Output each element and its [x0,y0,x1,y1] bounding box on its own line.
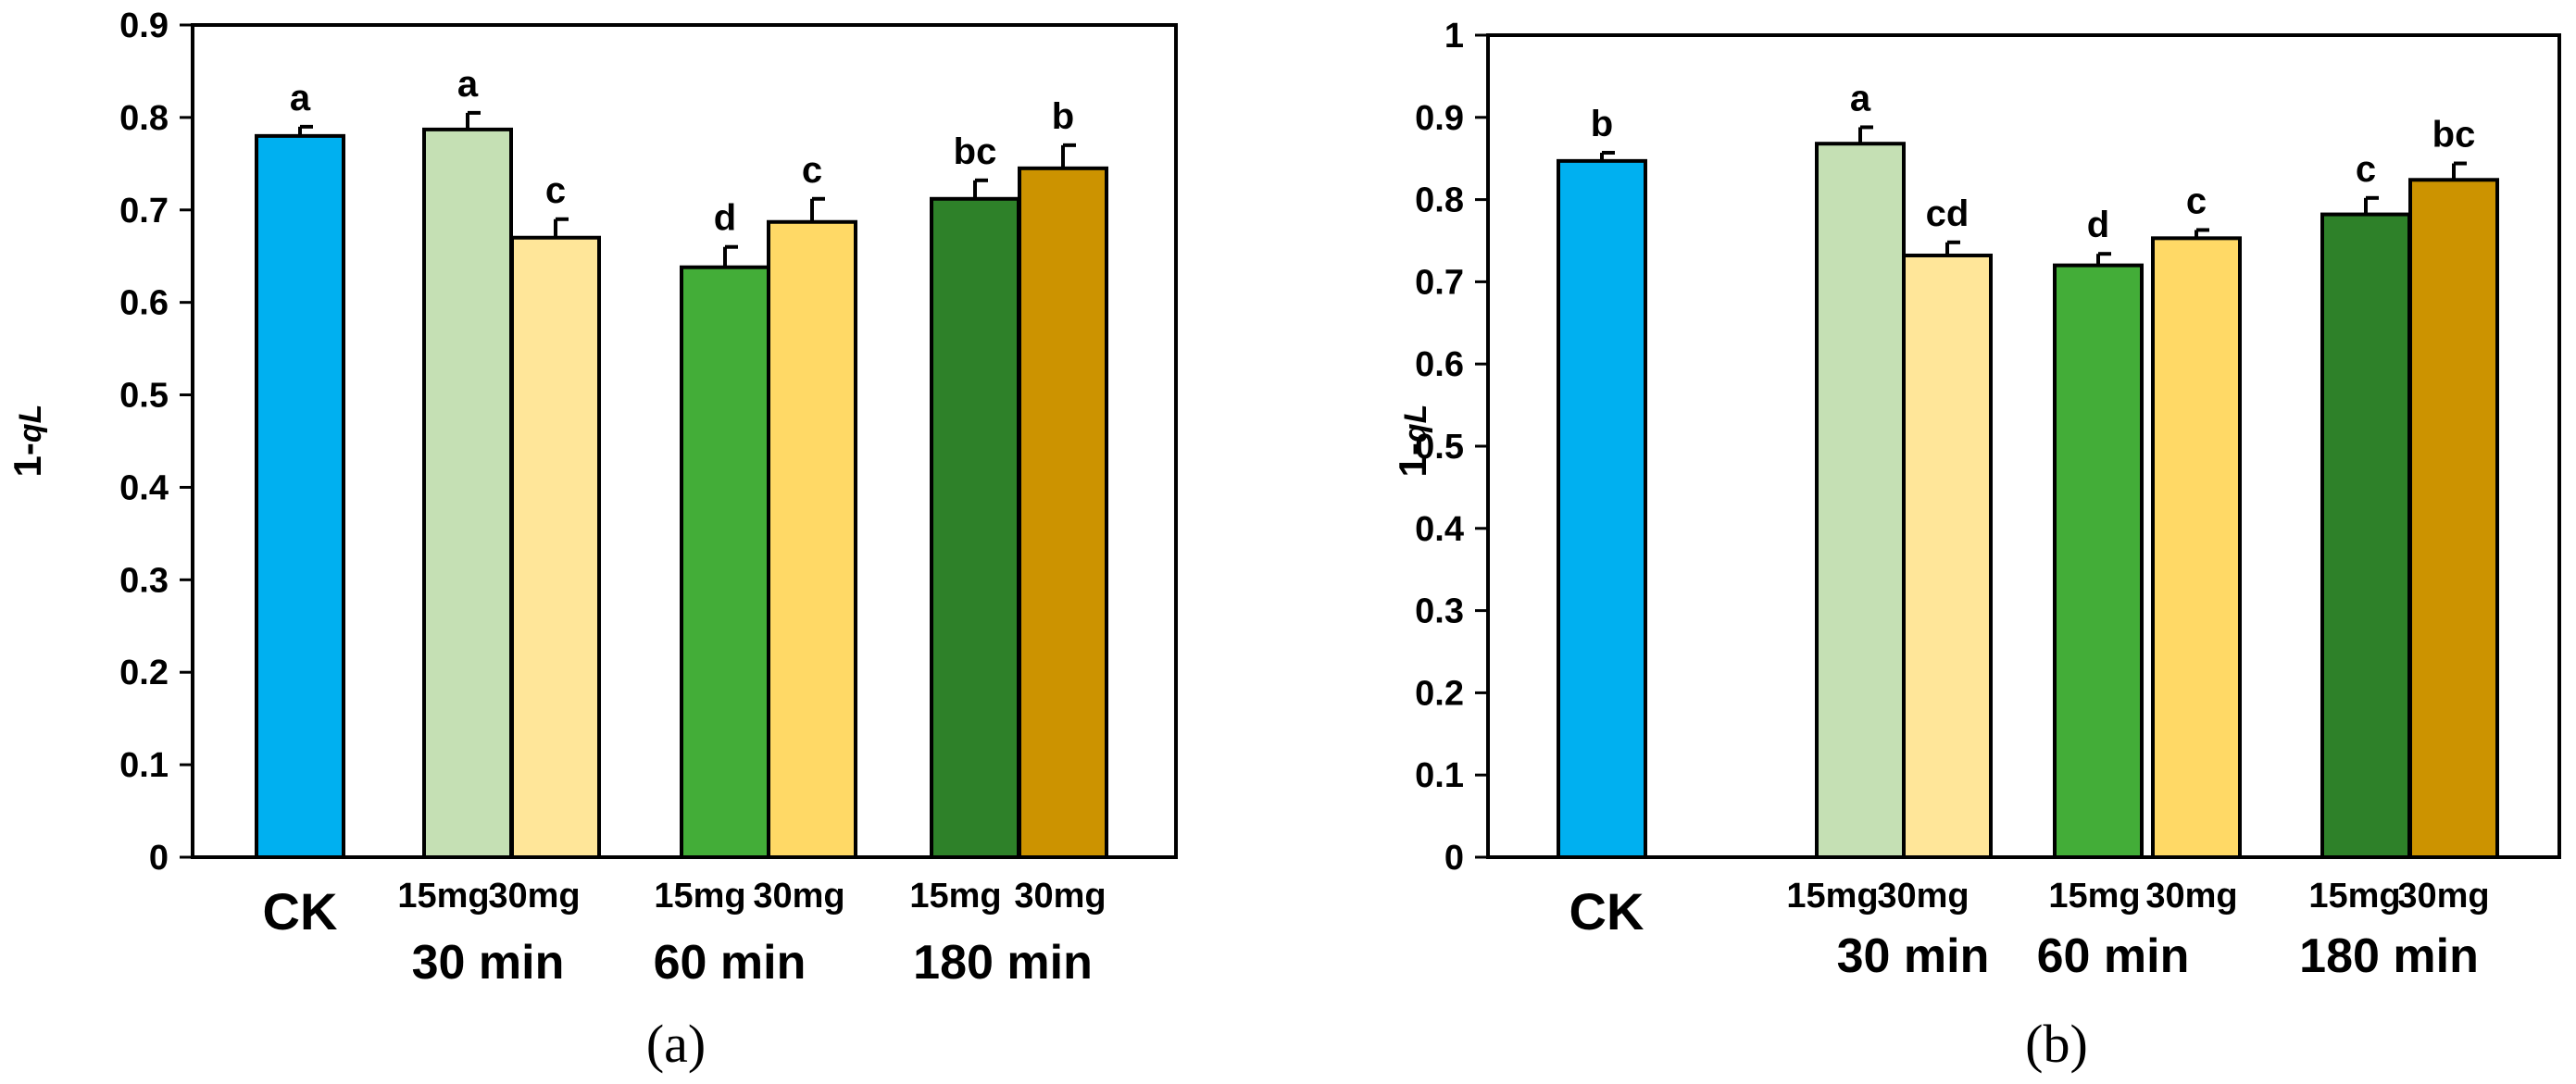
bar [2408,178,2499,859]
significance-letter: bc [954,131,997,172]
significance-letter: a [290,78,311,118]
y-tick-label: 0 [149,839,169,878]
significance-letter: a [1850,78,1871,118]
y-tick-label: 0.4 [119,468,169,507]
significance-letter: cd [1926,193,1970,234]
y-tick-label: 0.4 [1415,510,1464,549]
significance-letter: b [1052,96,1074,137]
significance-letter: d [2087,205,2109,245]
x-label-dose: 15mg [1786,877,1878,916]
x-label-group: 30 min [412,936,565,990]
y-tick-label: 0 [1444,839,1464,878]
significance-letter: c [2356,149,2376,190]
y-tick-label: 0.3 [1415,592,1464,631]
bar [255,133,345,860]
x-label-dose: 30mg [2397,877,2489,916]
x-label-dose: 15mg [2048,877,2140,916]
y-tick-label: 0.1 [1415,756,1464,795]
x-label-dose: 15mg [397,877,489,916]
x-label-group: 30 min [1837,929,1990,983]
bar [1815,142,1906,859]
x-label-group: 180 min [2299,929,2479,983]
x-label-dose: 15mg [654,877,745,916]
chart-a: 0 0.1 0.2 0.3 0.4 0.5 0.6 0.7 0.8 0.9 a a c d c bc b CK 15… [6,6,1178,1074]
chart-b: 0 0.1 0.2 0.3 0.4 0.5 0.6 0.7 0.8 0.9 1 b a cd d c c bc CK… [1391,17,2561,1074]
significance-letter: c [545,170,566,211]
bar [680,265,770,860]
y-tick-label: 0.3 [119,561,169,600]
y-tick-label: 0.9 [1415,99,1464,138]
significance-letter: bc [2432,115,2476,156]
bar [422,127,513,859]
y-tick-label: 0.5 [1415,428,1464,467]
y-tick-label: 0.7 [1415,263,1464,302]
significance-letter: b [1591,104,1613,144]
x-label-dose: 15mg [909,877,1001,916]
y-axis-label-italic: qL [13,405,48,443]
x-label-dose: 30mg [753,877,844,916]
x-label-dose: 30mg [2145,877,2237,916]
bar [930,196,1020,859]
significance-letter: d [714,198,736,239]
y-tick-label: 0.8 [119,99,169,138]
bar [1018,166,1108,860]
significance-letter: c [802,150,822,191]
y-tick-label: 0.9 [119,6,169,45]
y-tick-label: 0.8 [1415,181,1464,220]
y-tick-label: 0.2 [119,654,169,692]
y-tick-label: 0.7 [119,192,169,231]
panel-label: (b) [2025,1014,2088,1074]
y-axis-label-italic: qL [1398,405,1433,443]
significance-letter: a [457,64,479,105]
x-label-dose: 30mg [1877,877,1969,916]
x-label-ck: CK [1569,882,1644,941]
x-label-dose: 30mg [488,877,580,916]
x-label-ck: CK [263,882,338,941]
y-tick-label: 0.6 [119,284,169,323]
y-tick-label: 0.6 [1415,345,1464,384]
x-label-group: 180 min [913,936,1093,990]
bar [2320,212,2411,860]
y-tick-label: 0.5 [119,377,169,416]
x-label-group: 60 min [2037,929,2190,983]
y-tick-label: 0.1 [119,746,169,785]
bar [767,219,857,860]
panel-label: (a) [646,1014,706,1074]
y-tick-label: 1 [1444,17,1464,56]
significance-letter: c [2186,181,2207,221]
x-label-dose: 15mg [2308,877,2400,916]
bar [2053,263,2144,859]
x-label-group: 60 min [654,936,807,990]
bar [1902,253,1993,859]
bar [510,235,601,859]
y-axis-label-prefix: 1- [6,442,49,477]
bar [1557,158,1647,859]
bar [2151,236,2242,859]
y-tick-label: 0.2 [1415,674,1464,713]
y-axis-label: 1-qL [6,405,49,478]
x-label-dose: 30mg [1014,877,1106,916]
y-axis-label: 1-qL [1391,405,1434,478]
y-axis-label-prefix: 1- [1391,442,1434,477]
